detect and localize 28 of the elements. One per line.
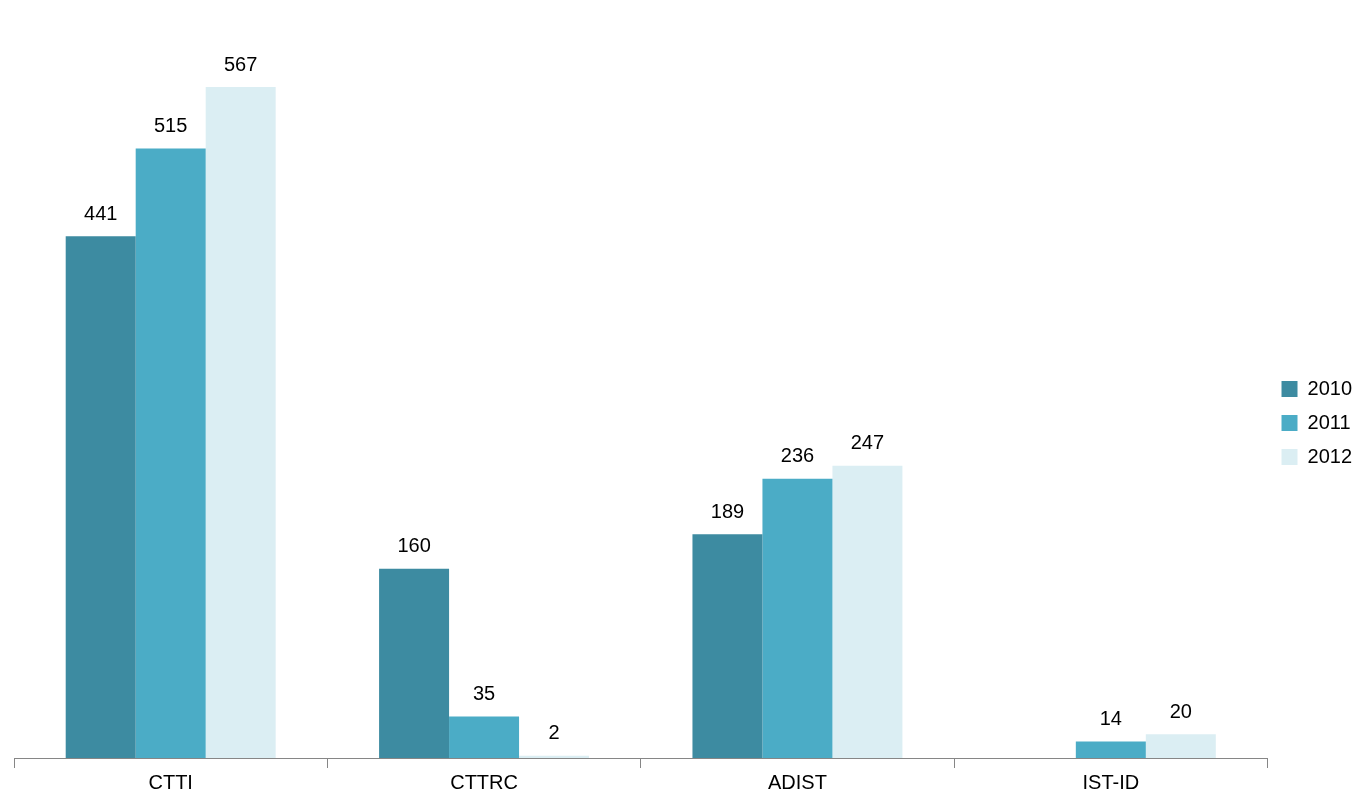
bar	[65, 236, 136, 758]
x-tick-label: CTTRC	[450, 770, 518, 793]
bar	[1075, 741, 1146, 758]
x-tick-label: IST-ID	[1082, 770, 1140, 793]
x-tick-label: CTTI	[148, 770, 193, 793]
data-label: 441	[84, 201, 118, 224]
legend-label: 2012	[1307, 444, 1353, 467]
bar	[205, 87, 276, 758]
bar	[1145, 734, 1216, 758]
data-label: 160	[397, 534, 431, 557]
data-label: 20	[1169, 699, 1192, 722]
data-label: 14	[1099, 706, 1122, 729]
bar	[762, 478, 833, 758]
bar	[692, 534, 763, 758]
bar	[379, 568, 450, 758]
bar	[832, 465, 903, 758]
data-label: 2	[548, 721, 560, 744]
legend-label: 2011	[1307, 410, 1351, 433]
bar	[135, 148, 206, 758]
data-label: 247	[850, 431, 885, 454]
legend-label: 2010	[1307, 376, 1353, 399]
data-label: 189	[710, 499, 745, 522]
x-tick-label: ADIST	[767, 770, 827, 793]
data-label: 236	[780, 444, 815, 467]
data-label: 567	[223, 52, 258, 75]
data-label: 515	[154, 114, 188, 137]
data-label: 35	[472, 682, 496, 705]
bar	[449, 716, 520, 758]
